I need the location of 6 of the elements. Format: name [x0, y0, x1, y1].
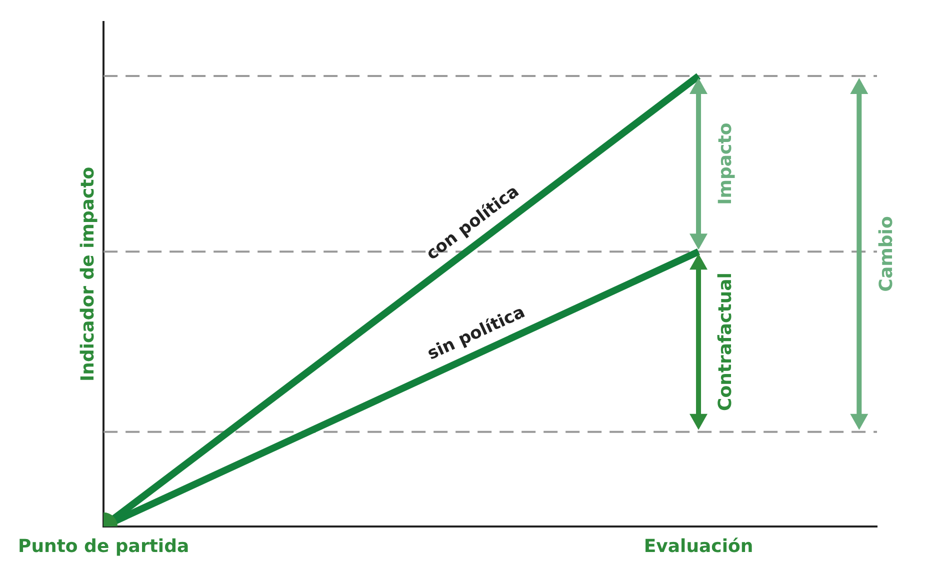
y-axis-title: Indicador de impacto [77, 166, 98, 382]
annotation: Contrafactual [715, 272, 736, 411]
x-tick-label: Punto de partida [18, 536, 190, 557]
x-tick-label: Evaluación [644, 536, 754, 557]
annotation: Cambio [876, 216, 897, 292]
annotation: Impacto [715, 122, 736, 205]
